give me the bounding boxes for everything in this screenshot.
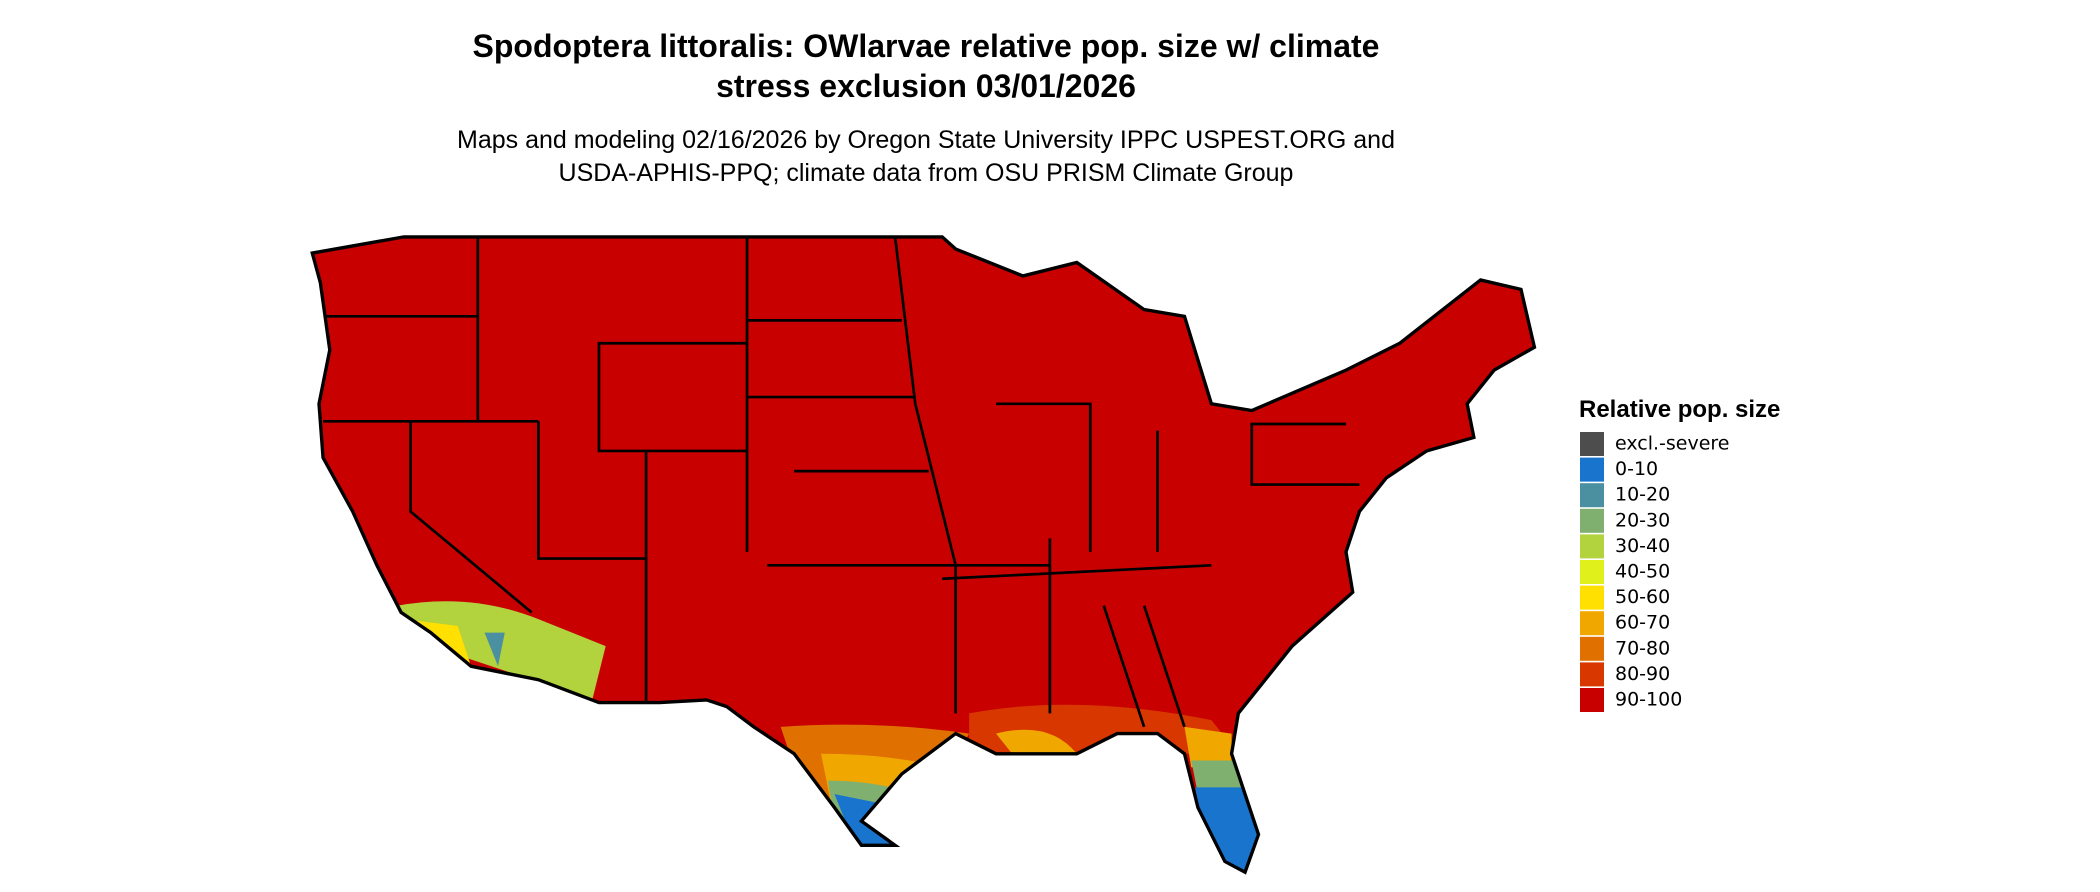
legend-label: 0-10 (1615, 458, 1658, 480)
legend-swatch (1580, 611, 1604, 636)
legend-swatch (1580, 585, 1604, 610)
legend-title: Relative pop. size (1579, 396, 1780, 423)
legend-swatch (1580, 534, 1604, 559)
title-line: Spodoptera littoralis: OWlarvae relative… (473, 28, 1380, 64)
legend-swatch (1580, 483, 1604, 508)
legend-swatch (1580, 662, 1604, 687)
legend-swatch (1580, 688, 1604, 712)
legend-label: excl.-severe (1615, 433, 1730, 455)
legend-label: 10-20 (1615, 484, 1670, 506)
legend-swatch (1580, 508, 1604, 533)
legend: excl.-severe 0-10 10-20 20-30 30-40 40-50 50-6… (1580, 432, 1730, 712)
state-borders (323, 236, 1360, 728)
legend-label: 30-40 (1615, 535, 1670, 557)
subtitle-line: USDA-APHIS-PPQ; climate data from OSU PR… (559, 159, 1294, 187)
legend-label: 90-100 (1615, 689, 1682, 711)
legend-label: 60-70 (1615, 612, 1670, 634)
legend-label: 40-50 (1615, 561, 1670, 583)
us-map (310, 235, 1537, 874)
legend-swatch (1580, 457, 1604, 482)
legend-label: 80-90 (1615, 663, 1670, 685)
subtitle-line: Maps and modeling 02/16/2026 by Oregon S… (457, 126, 1395, 154)
legend-label: 70-80 (1615, 637, 1670, 659)
legend-swatch (1580, 432, 1604, 456)
legend-swatch (1580, 636, 1604, 661)
map-fill (312, 236, 1535, 873)
legend-label: 20-30 (1615, 509, 1670, 531)
title-line: stress exclusion 03/01/2026 (716, 68, 1136, 104)
legend-swatch (1580, 560, 1604, 584)
legend-label: 50-60 (1615, 586, 1670, 608)
